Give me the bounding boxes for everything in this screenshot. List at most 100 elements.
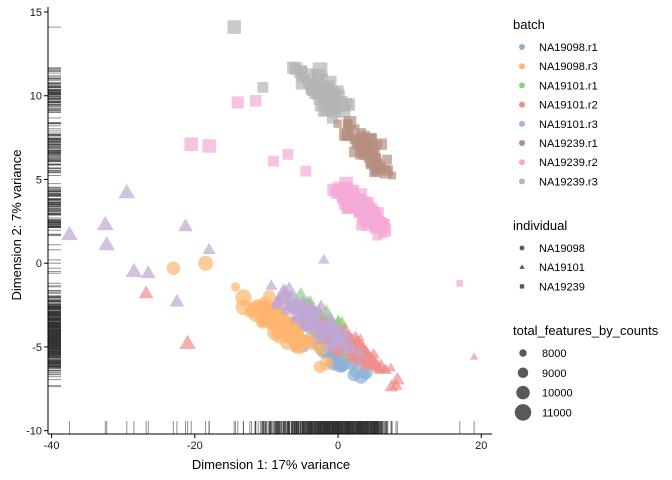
data-point bbox=[97, 215, 114, 231]
data-point bbox=[287, 322, 297, 332]
data-point bbox=[326, 331, 344, 347]
data-point bbox=[456, 279, 464, 287]
data-point bbox=[125, 262, 143, 277]
data-point bbox=[327, 105, 337, 114]
x-tick-label: -40 bbox=[44, 440, 60, 452]
legend-title-batch: batch bbox=[513, 17, 545, 32]
legend-label-batch: NA19101.r1 bbox=[539, 80, 598, 92]
data-point bbox=[300, 165, 312, 177]
data-point bbox=[317, 89, 330, 101]
data-point bbox=[372, 230, 383, 241]
data-point bbox=[349, 146, 360, 158]
data-point bbox=[313, 360, 327, 374]
data-point bbox=[316, 318, 329, 330]
legend-label-batch: NA19101.r3 bbox=[539, 119, 598, 131]
data-point bbox=[347, 368, 361, 382]
data-point bbox=[339, 106, 351, 118]
legend-label-individual: NA19098 bbox=[539, 243, 585, 255]
data-point bbox=[279, 293, 292, 304]
data-point bbox=[364, 147, 373, 156]
data-point bbox=[302, 301, 313, 311]
data-point bbox=[344, 119, 353, 128]
axes: -40 -20 0 20 -10 -5 0 5 10 15 bbox=[26, 7, 492, 452]
data-point bbox=[227, 20, 241, 34]
data-point bbox=[304, 315, 321, 330]
legend-key-size bbox=[517, 367, 529, 379]
legend-key-batch bbox=[519, 159, 525, 166]
data-point bbox=[282, 148, 294, 160]
data-point bbox=[339, 327, 351, 338]
x-tick-label: 0 bbox=[335, 440, 341, 452]
data-point bbox=[202, 242, 216, 255]
data-point bbox=[178, 218, 193, 232]
data-point bbox=[169, 293, 185, 307]
data-point bbox=[314, 299, 328, 311]
data-points bbox=[61, 20, 479, 392]
data-point bbox=[257, 311, 274, 328]
data-point bbox=[333, 119, 342, 128]
data-point bbox=[325, 318, 340, 331]
data-point bbox=[384, 379, 399, 392]
legend-key-batch bbox=[519, 140, 525, 146]
x-tick-label: 20 bbox=[475, 440, 487, 452]
x-axis-title: Dimension 1: 17% variance bbox=[192, 457, 350, 472]
data-point bbox=[305, 68, 316, 78]
data-point bbox=[118, 184, 136, 199]
y-tick-label: -5 bbox=[32, 342, 42, 354]
data-point bbox=[351, 335, 363, 345]
data-point bbox=[311, 73, 324, 85]
data-point bbox=[257, 81, 269, 93]
data-point bbox=[373, 140, 383, 150]
legend-label-batch: NA19239.r1 bbox=[539, 138, 598, 150]
y-tick-label: -10 bbox=[26, 426, 42, 438]
data-point bbox=[138, 285, 154, 299]
data-point bbox=[469, 352, 479, 360]
data-point bbox=[326, 91, 340, 105]
data-point bbox=[354, 137, 366, 149]
legend-title-individual: individual bbox=[513, 218, 567, 233]
data-point bbox=[382, 165, 393, 176]
legend-label-batch: NA19101.r2 bbox=[539, 100, 598, 112]
circle-icon bbox=[519, 245, 525, 251]
data-point bbox=[179, 334, 196, 349]
legend-label-size: 8000 bbox=[542, 348, 566, 360]
legend-label-individual: NA19101 bbox=[539, 262, 585, 274]
data-point bbox=[326, 112, 339, 124]
data-point bbox=[140, 265, 156, 279]
legend-key-size bbox=[514, 404, 532, 421]
data-point bbox=[339, 127, 352, 141]
data-point bbox=[369, 361, 378, 370]
data-point bbox=[390, 371, 405, 385]
y-tick-label: 10 bbox=[30, 91, 42, 103]
legend-label-size: 10000 bbox=[542, 388, 573, 400]
data-point bbox=[337, 193, 349, 205]
data-point bbox=[302, 77, 314, 89]
data-point bbox=[352, 345, 366, 357]
data-point bbox=[365, 156, 377, 168]
data-point bbox=[312, 79, 325, 92]
data-point bbox=[366, 355, 380, 368]
data-point bbox=[291, 302, 303, 313]
data-point bbox=[335, 360, 348, 373]
data-point bbox=[373, 219, 388, 233]
data-point bbox=[346, 198, 359, 210]
data-point bbox=[249, 94, 262, 107]
data-point bbox=[235, 289, 252, 306]
data-point bbox=[184, 137, 198, 152]
legend-label-batch: NA19239.r3 bbox=[539, 176, 598, 188]
data-point bbox=[268, 155, 279, 167]
data-point bbox=[255, 302, 266, 313]
data-point bbox=[382, 154, 392, 165]
y-ticks: -10 -5 0 5 10 15 bbox=[26, 7, 48, 438]
data-point bbox=[294, 337, 307, 349]
legend-key-batch bbox=[519, 44, 525, 50]
data-point bbox=[265, 279, 278, 290]
legend-key-batch bbox=[519, 82, 525, 89]
data-point bbox=[358, 153, 366, 161]
data-point bbox=[356, 219, 368, 231]
legend-label-individual: NA19239 bbox=[539, 281, 585, 293]
data-point bbox=[364, 133, 377, 147]
data-point bbox=[380, 363, 390, 372]
data-point bbox=[231, 96, 244, 109]
data-point bbox=[315, 333, 328, 344]
